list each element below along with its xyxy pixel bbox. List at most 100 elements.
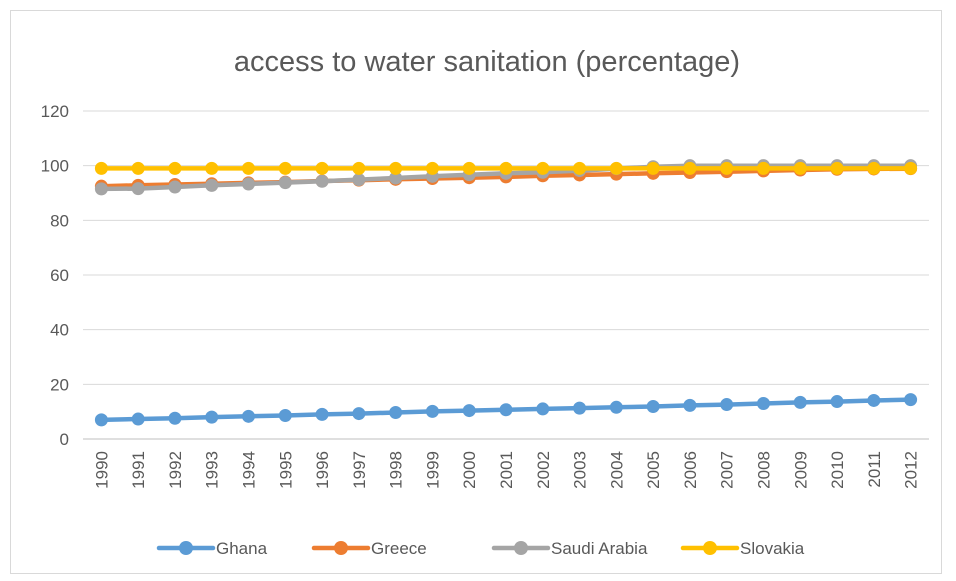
series-lines bbox=[94, 159, 918, 427]
data-point bbox=[242, 177, 256, 191]
data-point bbox=[315, 161, 329, 175]
data-point bbox=[536, 402, 550, 416]
x-tick-label: 2011 bbox=[865, 451, 884, 488]
legend-label: Saudi Arabia bbox=[551, 539, 648, 558]
x-tick-label: 2003 bbox=[571, 451, 590, 489]
data-point bbox=[168, 161, 182, 175]
x-tick-label: 2008 bbox=[754, 451, 773, 489]
data-point bbox=[168, 180, 182, 194]
y-axis: 0 20 40 60 80 100 120 bbox=[41, 102, 69, 449]
data-point bbox=[683, 398, 697, 412]
legend-item: Ghana bbox=[156, 539, 268, 558]
x-tick-label: 1999 bbox=[423, 451, 442, 489]
y-tick-label: 20 bbox=[50, 375, 69, 394]
x-tick-label: 2000 bbox=[460, 451, 479, 489]
data-point bbox=[499, 161, 513, 175]
data-point bbox=[352, 173, 366, 187]
data-point bbox=[646, 399, 660, 413]
data-point bbox=[242, 161, 256, 175]
y-tick-label: 100 bbox=[41, 157, 69, 176]
y-tick-label: 0 bbox=[60, 430, 69, 449]
x-tick-label: 1991 bbox=[129, 451, 148, 489]
legend-label: Slovakia bbox=[740, 539, 805, 558]
data-point bbox=[352, 161, 366, 175]
y-tick-label: 40 bbox=[50, 321, 69, 340]
legend-item: Saudi Arabia bbox=[491, 539, 648, 558]
data-point bbox=[830, 395, 844, 409]
data-point bbox=[793, 395, 807, 409]
data-point bbox=[462, 404, 476, 418]
legend-item: Greece bbox=[311, 539, 427, 558]
line-chart: access to water sanitation (percentage) … bbox=[41, 46, 929, 558]
data-point bbox=[242, 409, 256, 423]
x-axis: 1990 1991 1992 1993 1994 1995 1996 1997 1998 1999… bbox=[92, 451, 920, 489]
data-point bbox=[352, 407, 366, 421]
x-tick-label: 1993 bbox=[203, 451, 222, 489]
data-point bbox=[205, 410, 219, 424]
series-slovakia bbox=[94, 161, 918, 175]
data-point bbox=[536, 161, 550, 175]
data-point bbox=[94, 182, 108, 196]
data-point bbox=[131, 182, 145, 196]
data-point bbox=[609, 400, 623, 414]
data-point bbox=[94, 413, 108, 427]
data-point bbox=[720, 161, 734, 175]
data-point bbox=[389, 161, 403, 175]
legend-label: Greece bbox=[371, 539, 427, 558]
legend-swatch-marker bbox=[179, 541, 193, 555]
data-point bbox=[573, 401, 587, 415]
data-point bbox=[278, 161, 292, 175]
data-point bbox=[389, 405, 403, 419]
data-point bbox=[756, 161, 770, 175]
data-point bbox=[278, 408, 292, 422]
data-point bbox=[205, 161, 219, 175]
data-point bbox=[131, 412, 145, 426]
data-point bbox=[315, 174, 329, 188]
x-tick-label: 1997 bbox=[350, 451, 369, 489]
y-tick-label: 120 bbox=[41, 102, 69, 121]
data-point bbox=[756, 396, 770, 410]
x-tick-label: 2005 bbox=[644, 451, 663, 489]
data-point bbox=[205, 178, 219, 192]
data-point bbox=[867, 161, 881, 175]
x-tick-label: 2002 bbox=[534, 451, 553, 489]
x-tick-label: 2010 bbox=[828, 451, 847, 489]
data-point bbox=[168, 411, 182, 425]
x-tick-label: 2004 bbox=[607, 451, 626, 489]
x-tick-label: 1994 bbox=[240, 451, 259, 489]
data-point bbox=[131, 161, 145, 175]
data-point bbox=[720, 398, 734, 412]
data-point bbox=[94, 161, 108, 175]
data-point bbox=[793, 161, 807, 175]
data-point bbox=[609, 161, 623, 175]
x-tick-label: 1996 bbox=[313, 451, 332, 489]
x-tick-label: 1995 bbox=[276, 451, 295, 489]
x-tick-label: 2009 bbox=[791, 451, 810, 489]
data-point bbox=[867, 393, 881, 407]
data-point bbox=[573, 161, 587, 175]
data-point bbox=[462, 161, 476, 175]
data-point bbox=[278, 176, 292, 190]
chart-area: access to water sanitation (percentage) … bbox=[10, 10, 942, 574]
x-tick-label: 2007 bbox=[718, 451, 737, 489]
data-point bbox=[904, 161, 918, 175]
data-point bbox=[683, 161, 697, 175]
y-tick-label: 60 bbox=[50, 266, 69, 285]
x-tick-label: 2006 bbox=[681, 451, 700, 489]
x-tick-label: 1992 bbox=[166, 451, 185, 489]
legend-swatch-marker bbox=[703, 541, 717, 555]
y-tick-label: 80 bbox=[50, 211, 69, 230]
data-point bbox=[646, 161, 660, 175]
data-point bbox=[425, 161, 439, 175]
data-point bbox=[830, 161, 844, 175]
x-tick-label: 2001 bbox=[497, 451, 516, 489]
legend-label: Ghana bbox=[216, 539, 268, 558]
legend-swatch-marker bbox=[514, 541, 528, 555]
series-ghana bbox=[94, 393, 918, 427]
chart-title: access to water sanitation (percentage) bbox=[234, 46, 740, 78]
x-tick-label: 1998 bbox=[387, 451, 406, 489]
data-point bbox=[499, 403, 513, 417]
legend-swatch-marker bbox=[334, 541, 348, 555]
x-tick-label: 1990 bbox=[92, 451, 111, 489]
data-point bbox=[904, 393, 918, 407]
